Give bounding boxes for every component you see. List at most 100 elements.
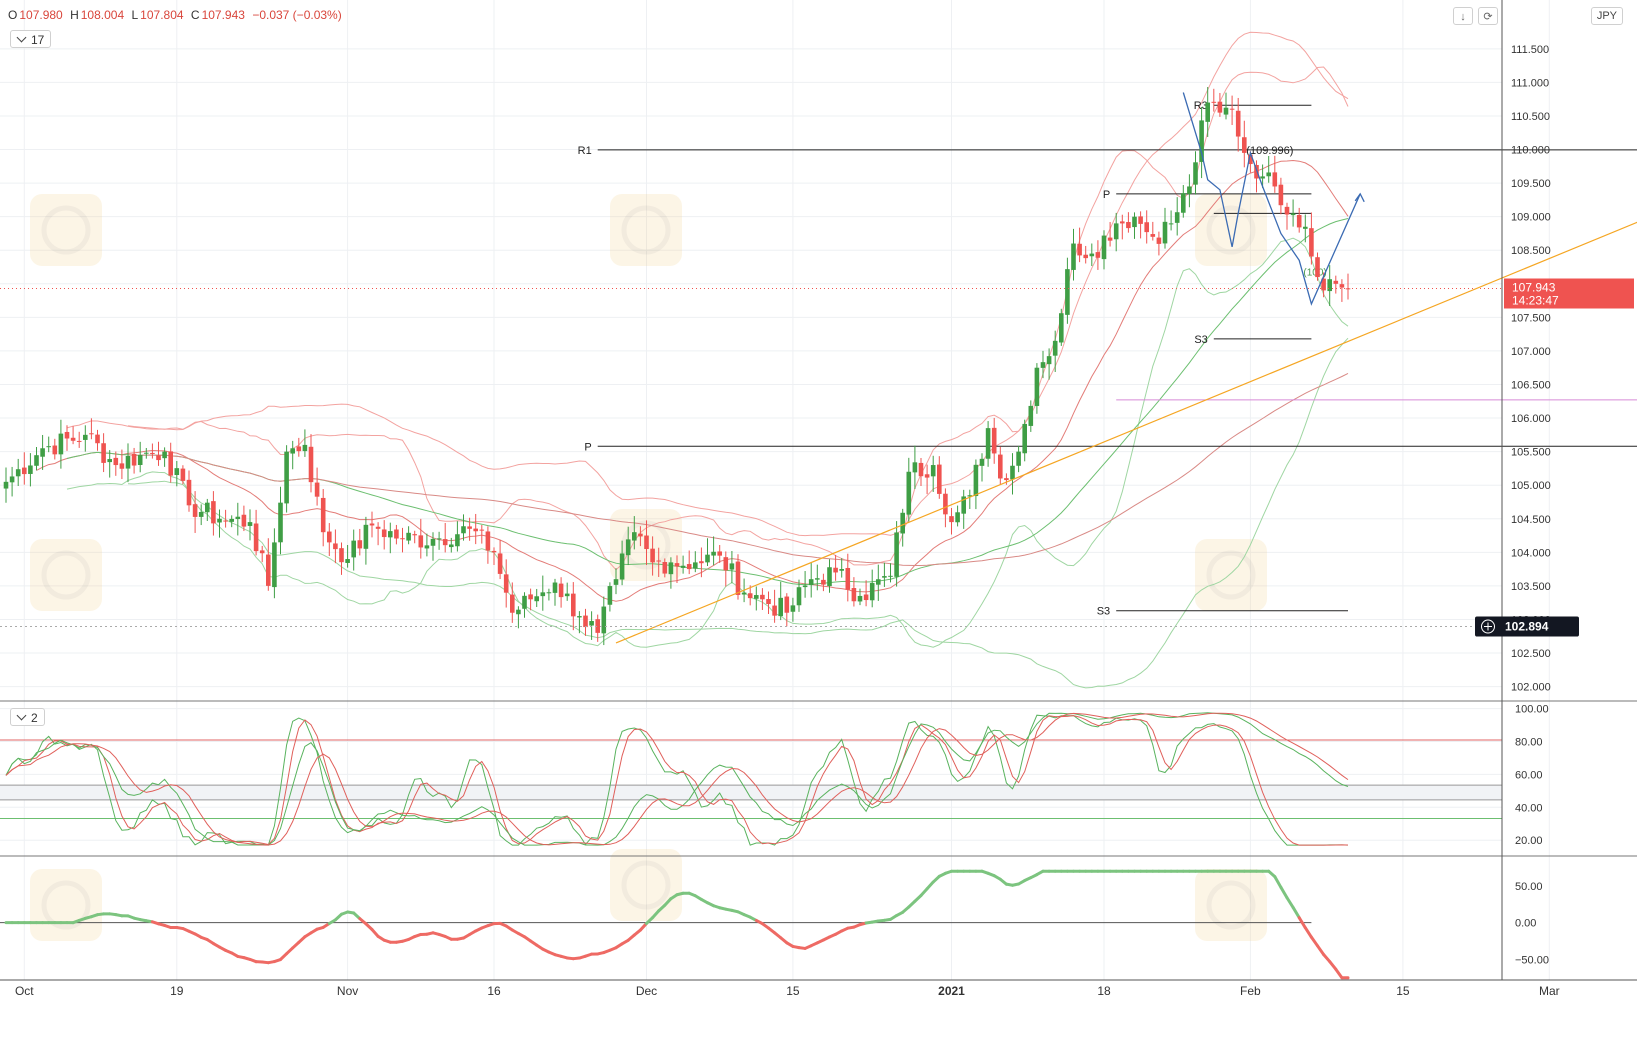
candle-body bbox=[827, 567, 832, 587]
candle-body bbox=[973, 464, 979, 497]
candle-body bbox=[1187, 186, 1192, 194]
grid-lines bbox=[0, 0, 1550, 980]
osc-segment bbox=[1297, 916, 1307, 930]
candle-body bbox=[607, 586, 613, 605]
watermark-logo-icon bbox=[1195, 869, 1267, 941]
candle-body bbox=[851, 588, 857, 602]
candle-body bbox=[503, 574, 509, 593]
osc-segment bbox=[1316, 944, 1326, 956]
candle-body bbox=[28, 465, 33, 474]
candle-body bbox=[1193, 162, 1198, 185]
price-tick-label: 104.000 bbox=[1511, 547, 1551, 559]
candle-body bbox=[192, 504, 198, 517]
candle-body bbox=[479, 529, 485, 531]
price-tick-label: 110.500 bbox=[1511, 111, 1550, 123]
arrow-down-icon[interactable]: ↓ bbox=[1453, 7, 1473, 25]
candle-body bbox=[1150, 234, 1156, 237]
candle-body bbox=[693, 562, 698, 569]
candle-body bbox=[1168, 223, 1174, 225]
candle-body bbox=[52, 445, 58, 455]
chevron-down-icon bbox=[16, 710, 27, 721]
candle-body bbox=[1223, 107, 1229, 115]
ma100-line bbox=[127, 372, 1349, 566]
maximize-icon[interactable]: ⟳ bbox=[1478, 7, 1498, 25]
candle-body bbox=[144, 452, 149, 454]
candle-body bbox=[955, 512, 960, 523]
stoch-band bbox=[0, 785, 1502, 800]
watermark bbox=[1195, 539, 1267, 611]
candle-body bbox=[1339, 284, 1345, 288]
candle-body bbox=[625, 539, 631, 556]
candle-body bbox=[985, 428, 991, 459]
candle-body bbox=[266, 554, 271, 586]
candle-body bbox=[302, 444, 308, 452]
candle-body bbox=[766, 599, 771, 605]
candle-body bbox=[89, 433, 94, 435]
candle-body bbox=[1089, 253, 1095, 257]
pivot-label: R3 bbox=[1194, 100, 1208, 112]
candle-body bbox=[381, 529, 387, 538]
ohlc-low: L 107.804 bbox=[131, 8, 184, 22]
candle-body bbox=[894, 532, 899, 577]
watermark bbox=[610, 849, 682, 921]
candle-body bbox=[912, 462, 918, 473]
price-tick-label: 111.000 bbox=[1511, 77, 1549, 89]
candle-body bbox=[327, 531, 332, 543]
price-tick-label: 109.500 bbox=[1511, 178, 1551, 190]
time-tick-label: Mar bbox=[1539, 984, 1560, 998]
pivot-lines: R1 P P R3 S3 S3 (109.996) (100) bbox=[578, 100, 1637, 618]
candle-body bbox=[918, 462, 924, 477]
drawing-tools[interactable] bbox=[615, 92, 1637, 644]
price-tick-label: 105.500 bbox=[1511, 447, 1551, 459]
candle-body bbox=[70, 437, 76, 441]
osc-segment bbox=[1334, 967, 1344, 980]
osc-segment bbox=[1328, 960, 1338, 971]
candle-body bbox=[394, 529, 399, 539]
watermark-logo-icon bbox=[30, 194, 102, 266]
candle-body bbox=[46, 446, 51, 448]
candle-body bbox=[125, 455, 131, 469]
candle-body bbox=[436, 538, 442, 540]
stoch-slow-k-line bbox=[5, 712, 1349, 846]
candlestick-series[interactable] bbox=[0, 87, 1502, 646]
candle-body bbox=[388, 531, 393, 538]
pane2-toggle-button[interactable]: 2 bbox=[10, 708, 45, 726]
candle-body bbox=[723, 557, 729, 571]
candle-body bbox=[174, 468, 180, 476]
candle-body bbox=[1113, 223, 1119, 240]
stoch-tick-label: 40.00 bbox=[1515, 802, 1543, 814]
candle-body bbox=[119, 463, 125, 469]
candle-body bbox=[40, 448, 45, 457]
watermark bbox=[1195, 869, 1267, 941]
candle-body bbox=[998, 454, 1003, 479]
candle-body bbox=[1284, 206, 1290, 215]
plus-icon bbox=[1484, 622, 1492, 631]
candle-body bbox=[64, 431, 70, 439]
candle-body bbox=[1315, 257, 1320, 278]
indicators-toggle-button[interactable]: 17 bbox=[10, 30, 52, 48]
bollinger-lower-line bbox=[66, 237, 1349, 648]
candle-body bbox=[516, 609, 521, 615]
price-tick-label: 102.000 bbox=[1511, 682, 1551, 694]
candle-body bbox=[1181, 193, 1186, 213]
price-tick-label: 109.000 bbox=[1511, 212, 1551, 224]
oscillator-pane bbox=[0, 855, 1637, 980]
candle-body bbox=[320, 497, 326, 533]
candle-body bbox=[253, 523, 259, 552]
candle-body bbox=[1303, 226, 1308, 229]
osc-segment bbox=[1291, 905, 1301, 920]
osc-segment bbox=[638, 921, 648, 932]
crosshair-price-label: 102.894 bbox=[1505, 620, 1549, 634]
osc-segment bbox=[919, 887, 929, 898]
candle-body bbox=[1034, 367, 1040, 406]
time-tick-label: 15 bbox=[1396, 984, 1410, 998]
candle-body bbox=[1046, 356, 1052, 365]
candle-body bbox=[656, 560, 661, 562]
candle-body bbox=[949, 516, 954, 523]
currency-button[interactable]: JPY bbox=[1590, 7, 1623, 25]
candle-body bbox=[802, 585, 808, 588]
candle-body bbox=[876, 579, 881, 585]
candle-body bbox=[589, 621, 594, 626]
